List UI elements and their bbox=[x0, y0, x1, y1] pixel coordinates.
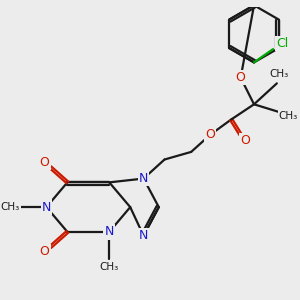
Text: N: N bbox=[139, 229, 148, 242]
Text: CH₃: CH₃ bbox=[100, 262, 119, 272]
Text: O: O bbox=[236, 71, 246, 84]
Text: CH₃: CH₃ bbox=[1, 202, 20, 212]
Text: O: O bbox=[205, 128, 215, 141]
Text: CH₃: CH₃ bbox=[269, 69, 288, 79]
Text: N: N bbox=[42, 201, 51, 214]
Text: N: N bbox=[139, 172, 148, 185]
Text: Cl: Cl bbox=[276, 37, 289, 50]
Text: CH₃: CH₃ bbox=[279, 111, 298, 121]
Text: O: O bbox=[241, 134, 250, 147]
Text: O: O bbox=[40, 156, 50, 169]
Text: N: N bbox=[105, 225, 114, 239]
Text: O: O bbox=[40, 245, 50, 258]
